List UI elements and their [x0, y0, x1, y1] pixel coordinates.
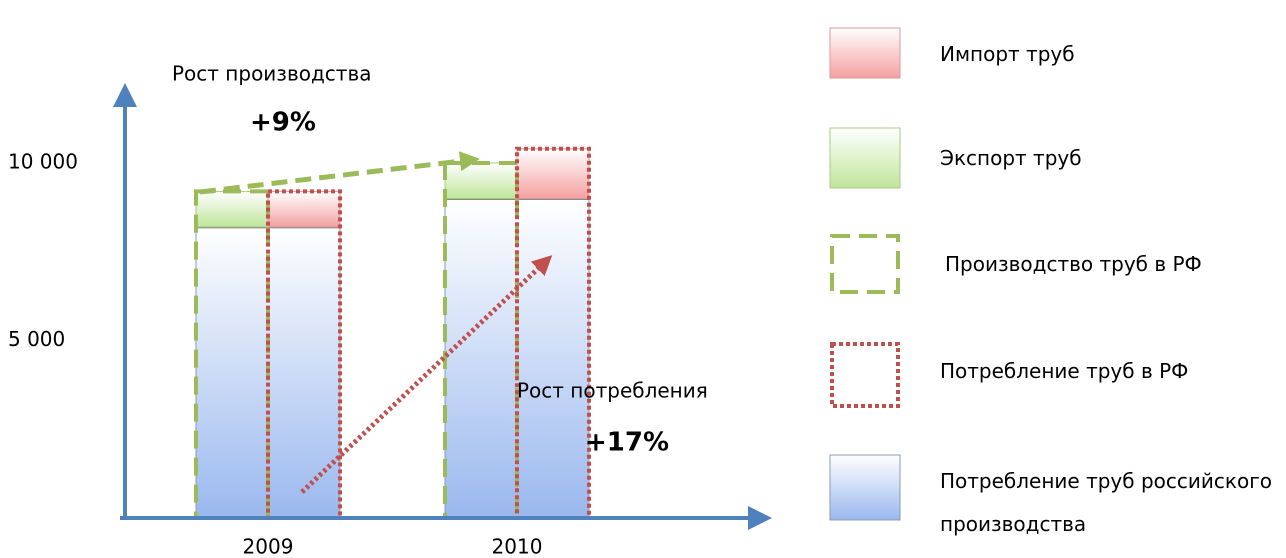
legend-label: Импорт труб [940, 42, 1075, 66]
growth-arrow [300, 255, 553, 494]
legend-label: Потребление труб в РФ [940, 359, 1189, 383]
y-tick-label: 5 000 [8, 327, 65, 351]
legend-label: Потребление труб российского производств… [940, 469, 1272, 536]
legend-label: Экспорт труб [940, 146, 1082, 170]
legend-swatch [829, 27, 901, 79]
growth-arrow [199, 151, 480, 195]
y-tick-label: 10 000 [8, 150, 78, 174]
annotation: +17% [585, 428, 669, 458]
legend-swatch [829, 127, 901, 189]
x-tick-label: 2009 [243, 535, 294, 558]
legend-label: Производство труб в РФ [945, 252, 1202, 276]
legend-swatch [830, 234, 900, 294]
bar-segment [195, 190, 269, 228]
bar-segment [267, 190, 341, 228]
bar-segment [444, 162, 518, 199]
bar-segment [516, 148, 590, 200]
legend-swatch [829, 454, 901, 521]
annotation: Рост производства [172, 62, 371, 86]
annotation: +9% [250, 108, 316, 138]
x-tick-label: 2010 [492, 535, 543, 558]
annotation: Рост потребления [517, 379, 708, 403]
legend-swatch [830, 342, 900, 408]
